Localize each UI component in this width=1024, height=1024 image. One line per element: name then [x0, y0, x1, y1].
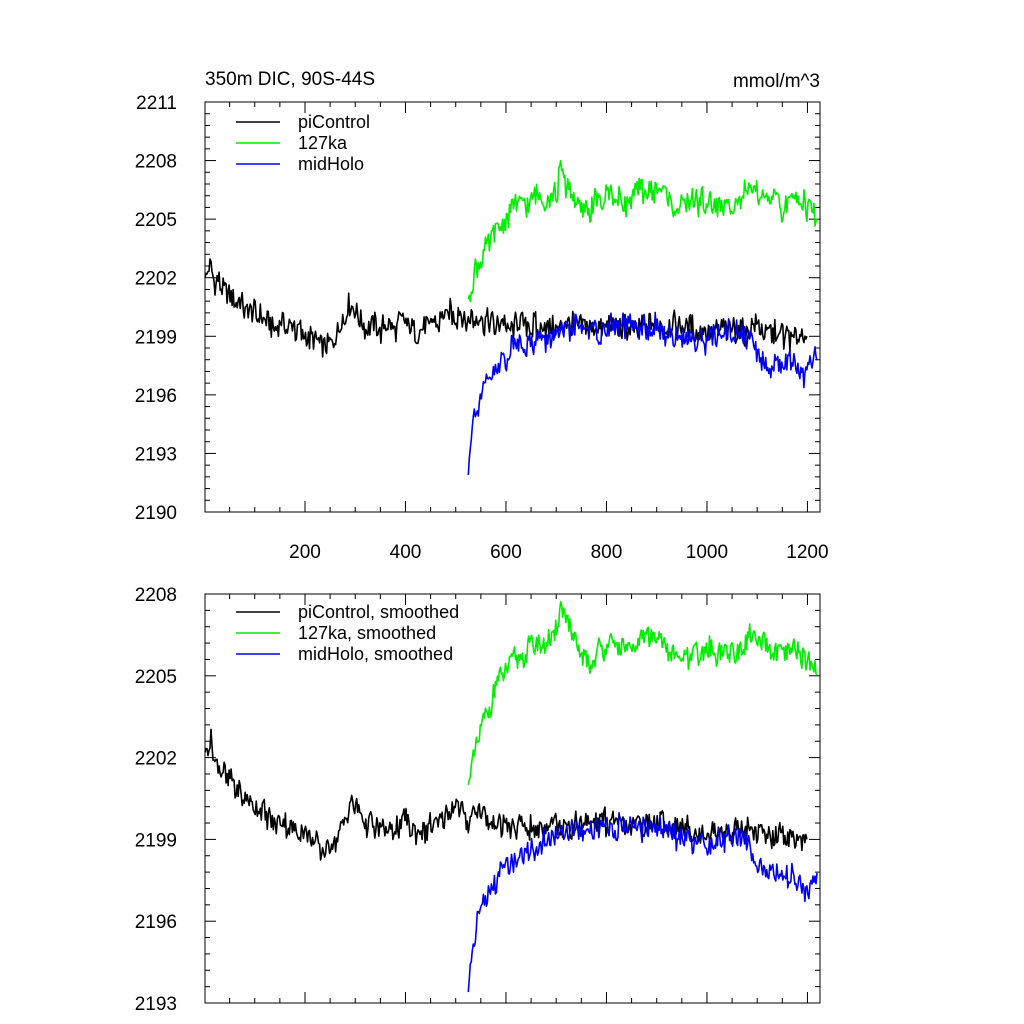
legend-label: 127ka [298, 133, 348, 153]
y-tick-label: 2190 [135, 503, 177, 524]
y-tick-label: 2196 [135, 912, 177, 933]
series-line [467, 601, 818, 786]
y-tick-label: 2202 [135, 749, 177, 770]
y-tick-label: 2193 [135, 444, 177, 465]
y-tick-label: 2199 [135, 327, 177, 348]
y-tick-label: 2208 [135, 152, 177, 173]
y-tick-label: 2208 [135, 585, 177, 606]
y-tick-label: 2211 [136, 93, 177, 114]
units-label: mmol/m^3 [733, 71, 820, 92]
series-line [467, 159, 818, 303]
y-tick-label: 2205 [135, 667, 177, 688]
x-tick-label: 600 [490, 542, 522, 563]
legend-label: piControl, smoothed [298, 602, 459, 622]
x-tick-label: 1200 [786, 542, 828, 563]
y-tick-label: 2193 [135, 994, 177, 1015]
series-line [467, 812, 818, 993]
x-tick-label: 1000 [686, 542, 728, 563]
y-tick-label: 2202 [135, 269, 177, 290]
x-tick-label: 400 [390, 542, 422, 563]
x-tick-label: 800 [591, 542, 623, 563]
plot-frame [204, 101, 821, 513]
plot-frame [204, 593, 821, 1004]
legend-label: midHolo [298, 154, 364, 174]
y-tick-label: 2199 [135, 830, 177, 851]
legend-label: 127ka, smoothed [298, 623, 436, 643]
y-tick-label: 2205 [135, 210, 177, 231]
x-tick-label: 200 [289, 542, 321, 563]
legend-label: piControl [298, 112, 370, 132]
chart-title: 350m DIC, 90S-44S [205, 69, 375, 90]
series-line [467, 311, 818, 475]
top-panel: 200 400 600 800 1000 1200 2190 2193 2196 2199 2202… [135, 93, 829, 563]
y-tick-label: 2196 [135, 386, 177, 407]
bottom-panel: 2193 2196 2199 2202 2205 2208 piControl, smoot… [135, 585, 821, 1015]
legend-label: midHolo, smoothed [298, 644, 453, 664]
series-line [204, 728, 808, 861]
